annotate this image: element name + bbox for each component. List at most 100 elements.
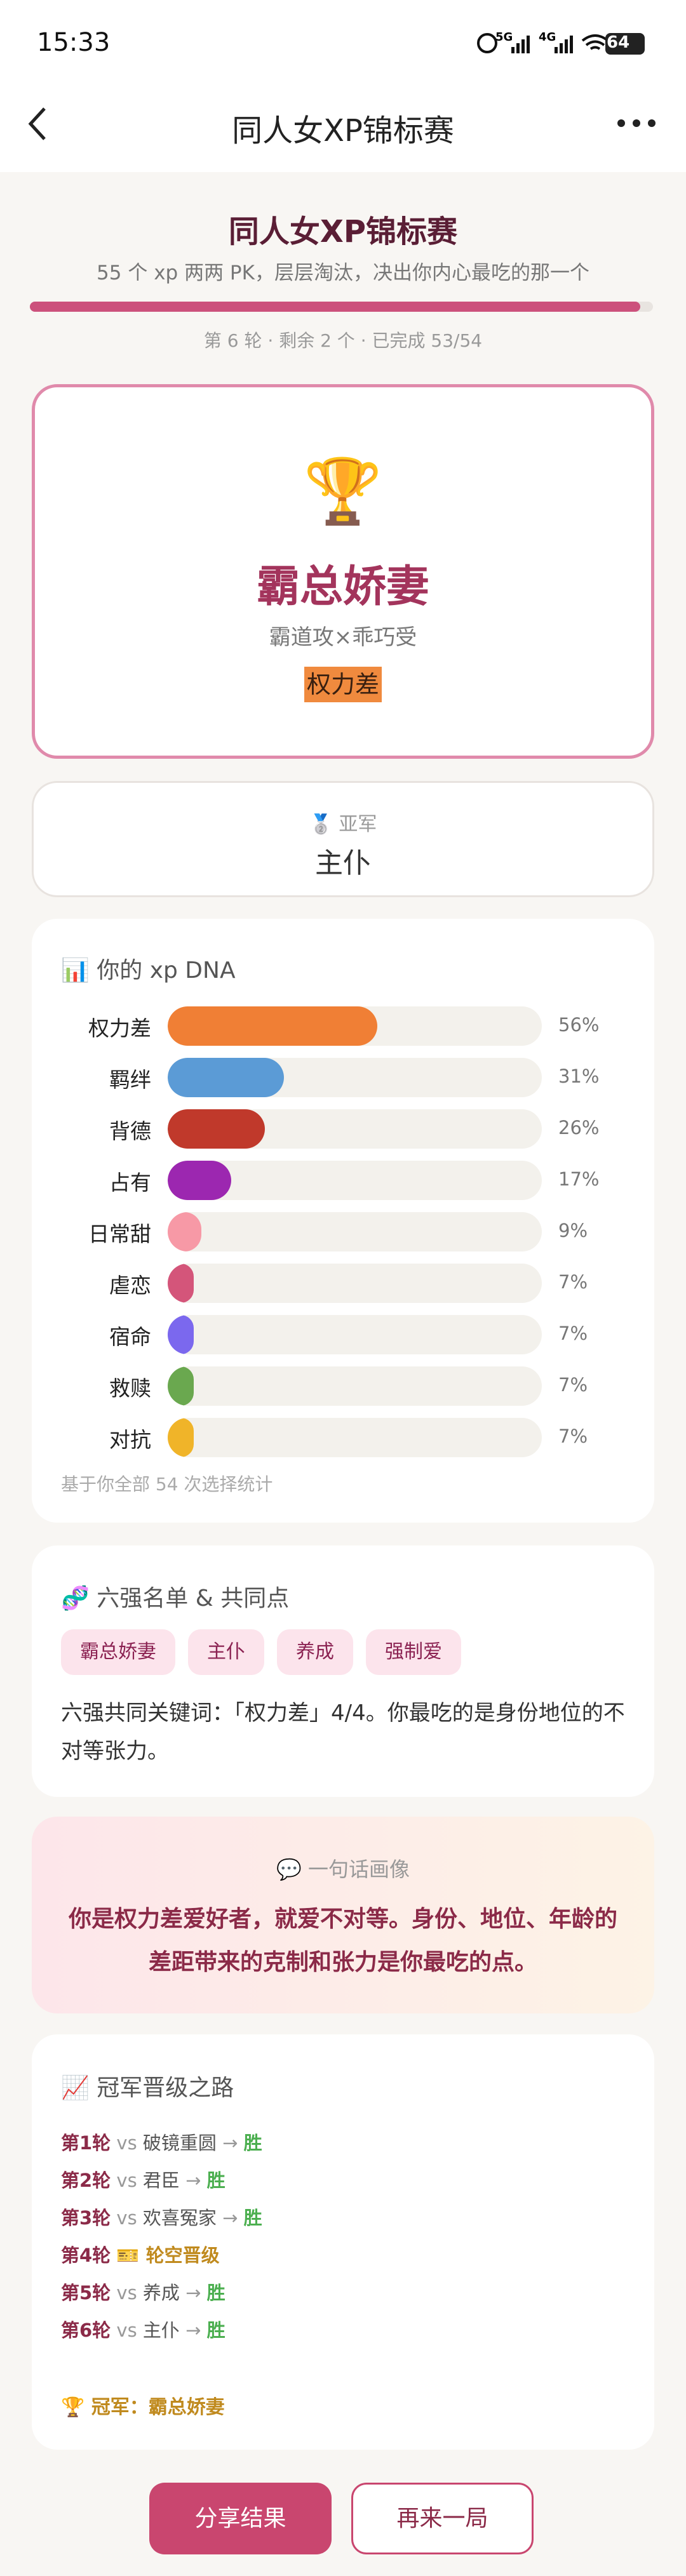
chip: 强制爱 (366, 1629, 461, 1675)
dna-track (168, 1058, 542, 1097)
dna-track (168, 1418, 542, 1457)
road-row: 第2轮 vs 君臣 → 胜 (61, 2166, 225, 2192)
dna-track (168, 1109, 542, 1149)
dna-bar (168, 1366, 194, 1406)
road-arrow: → (185, 2282, 201, 2304)
road-result: 胜 (206, 2282, 225, 2304)
road-arrow: → (222, 2132, 238, 2154)
top-six-card: 🧬 六强名单 & 共同点 六强共同关键词：「权力差」4/4。你最吃的是身份地位的… (32, 1545, 654, 1797)
dna-label: 日常甜 (88, 1222, 151, 1246)
road-round: 第4轮 (61, 2245, 111, 2266)
road-opponent: 欢喜冤家 (142, 2207, 217, 2229)
status-icons (477, 33, 645, 55)
dna-footer: 基于你全部 54 次选择统计 (61, 1474, 273, 1495)
road-row: 第5轮 vs 养成 → 胜 (61, 2278, 225, 2305)
dna-card: 📊 你的 xp DNA 基于你全部 54 次选择统计 权力差 56% 羁绊 31% 背德… (32, 919, 654, 1523)
dna-bar (168, 1161, 232, 1200)
dna-label: 权力差 (88, 1016, 151, 1041)
status-time: 15:33 (37, 28, 111, 57)
progress-track (30, 302, 653, 312)
road-result: 胜 (243, 2132, 262, 2154)
champion-name: 霸总娇妻 (256, 562, 429, 612)
quote-text: 你是权力差爱好者，就爱不对等。身份、地位、年龄的差距带来的克制和张力是你最吃的点… (68, 1906, 617, 1975)
dna-bar (168, 1109, 266, 1149)
chip-row: 霸总娇妻 主仆 养成 强制爱 (61, 1629, 461, 1675)
road-round: 第6轮 (61, 2319, 111, 2341)
road-result: 胜 (206, 2170, 225, 2191)
dna-label: 救赎 (109, 1376, 151, 1401)
road-opponent: 主仆 (142, 2319, 180, 2341)
dna-bar (168, 1315, 194, 1354)
road-round: 第3轮 (61, 2207, 111, 2229)
dna-label: 对抗 (109, 1427, 151, 1452)
dna-label: 背德 (109, 1119, 151, 1144)
road-row: 第4轮 🎫 轮空晋级 (61, 2241, 220, 2267)
dna-value-label: 17% (558, 1168, 600, 1190)
header-subtitle: 55 个 xp 两两 PK，层层淘汰，决出你内心最吃的那一个 (97, 262, 589, 284)
dna-label: 宿命 (109, 1325, 151, 1349)
road-row: 第1轮 vs 破镜重圆 → 胜 (61, 2128, 262, 2155)
champion-desc: 霸道攻×乖巧受 (269, 625, 417, 650)
road-title: 📈 冠军晋级之路 (61, 2075, 234, 2101)
road-vs: vs (116, 2282, 137, 2304)
chip: 霸总娇妻 (61, 1629, 175, 1675)
road-arrow: → (222, 2207, 238, 2229)
dna-bar (168, 1264, 194, 1303)
champion-tag: 权力差 (304, 667, 382, 702)
quote-card: 💬 一句话画像 你是权力差爱好者，就爱不对等。身份、地位、年龄的差距带来的克制和… (32, 1817, 654, 2013)
road-round: 第2轮 (61, 2170, 111, 2191)
road-result: 胜 (206, 2319, 225, 2341)
dna-track (168, 1315, 542, 1354)
dna-bar (168, 1058, 284, 1097)
road-vs: vs (116, 2170, 137, 2191)
dna-track (168, 1212, 542, 1251)
header-title: 同人女XP锦标赛 (228, 214, 458, 250)
more-button[interactable] (616, 117, 657, 130)
dna-value-label: 26% (558, 1117, 600, 1138)
road-row: 第6轮 vs 主仆 → 胜 (61, 2316, 225, 2342)
top-six-title: 🧬 六强名单 & 共同点 (61, 1585, 290, 1612)
dna-bar (168, 1418, 194, 1457)
road-round: 第1轮 (61, 2132, 111, 2154)
nav-title: 同人女XP锦标赛 (232, 113, 454, 149)
dna-label: 虐恋 (109, 1273, 151, 1298)
header-status: 第 6 轮 · 剩余 2 个 · 已完成 53/54 (203, 330, 483, 351)
road-vs: vs (116, 2319, 137, 2341)
road-row: 第3轮 vs 欢喜冤家 → 胜 (61, 2203, 262, 2230)
again-button[interactable]: 再来一局 (351, 2483, 534, 2554)
dna-label: 占有 (109, 1170, 151, 1195)
dna-value-label: 9% (558, 1220, 588, 1241)
network-label: 4G (539, 30, 556, 44)
quote-title: 💬 一句话画像 (276, 1857, 410, 1881)
road-vs: vs (116, 2207, 137, 2229)
chip: 主仆 (188, 1629, 264, 1675)
runner-up-label: 🥈 亚军 (309, 813, 377, 836)
dna-value-label: 7% (558, 1374, 588, 1396)
champion-card: 🏆 霸总娇妻 霸道攻×乖巧受 权力差 (32, 384, 654, 759)
top-bar (0, 0, 686, 172)
road-result: 胜 (243, 2207, 262, 2229)
dna-bar (168, 1212, 201, 1251)
share-button[interactable]: 分享结果 (149, 2483, 332, 2554)
progress-fill (30, 302, 641, 312)
dna-value-label: 56% (558, 1014, 600, 1036)
top-six-text: 六强共同关键词：「权力差」4/4。你最吃的是身份地位的不对等张力。 (61, 1700, 625, 1764)
back-button[interactable] (25, 105, 51, 143)
road-opponent: 养成 (142, 2282, 180, 2304)
dna-track (168, 1006, 542, 1046)
dna-title: 📊 你的 xp DNA (61, 958, 236, 984)
road-card: 📈 冠军晋级之路 🏆 冠军：霸总娇妻 第1轮 vs 破镜重圆 → 胜第2轮 vs… (32, 2034, 654, 2450)
dna-track (168, 1264, 542, 1303)
dna-value-label: 7% (558, 1271, 588, 1293)
trophy-icon: 🏆 (303, 454, 383, 528)
dna-value-label: 31% (558, 1065, 600, 1087)
road-bye: 🎫 轮空晋级 (116, 2245, 220, 2266)
road-arrow: → (185, 2319, 201, 2341)
road-opponent: 君臣 (142, 2170, 180, 2191)
runner-up-name: 主仆 (315, 847, 371, 879)
battery-level: 64 (607, 33, 630, 52)
dna-track (168, 1161, 542, 1200)
chip: 养成 (277, 1629, 353, 1675)
dna-value-label: 7% (558, 1425, 588, 1447)
